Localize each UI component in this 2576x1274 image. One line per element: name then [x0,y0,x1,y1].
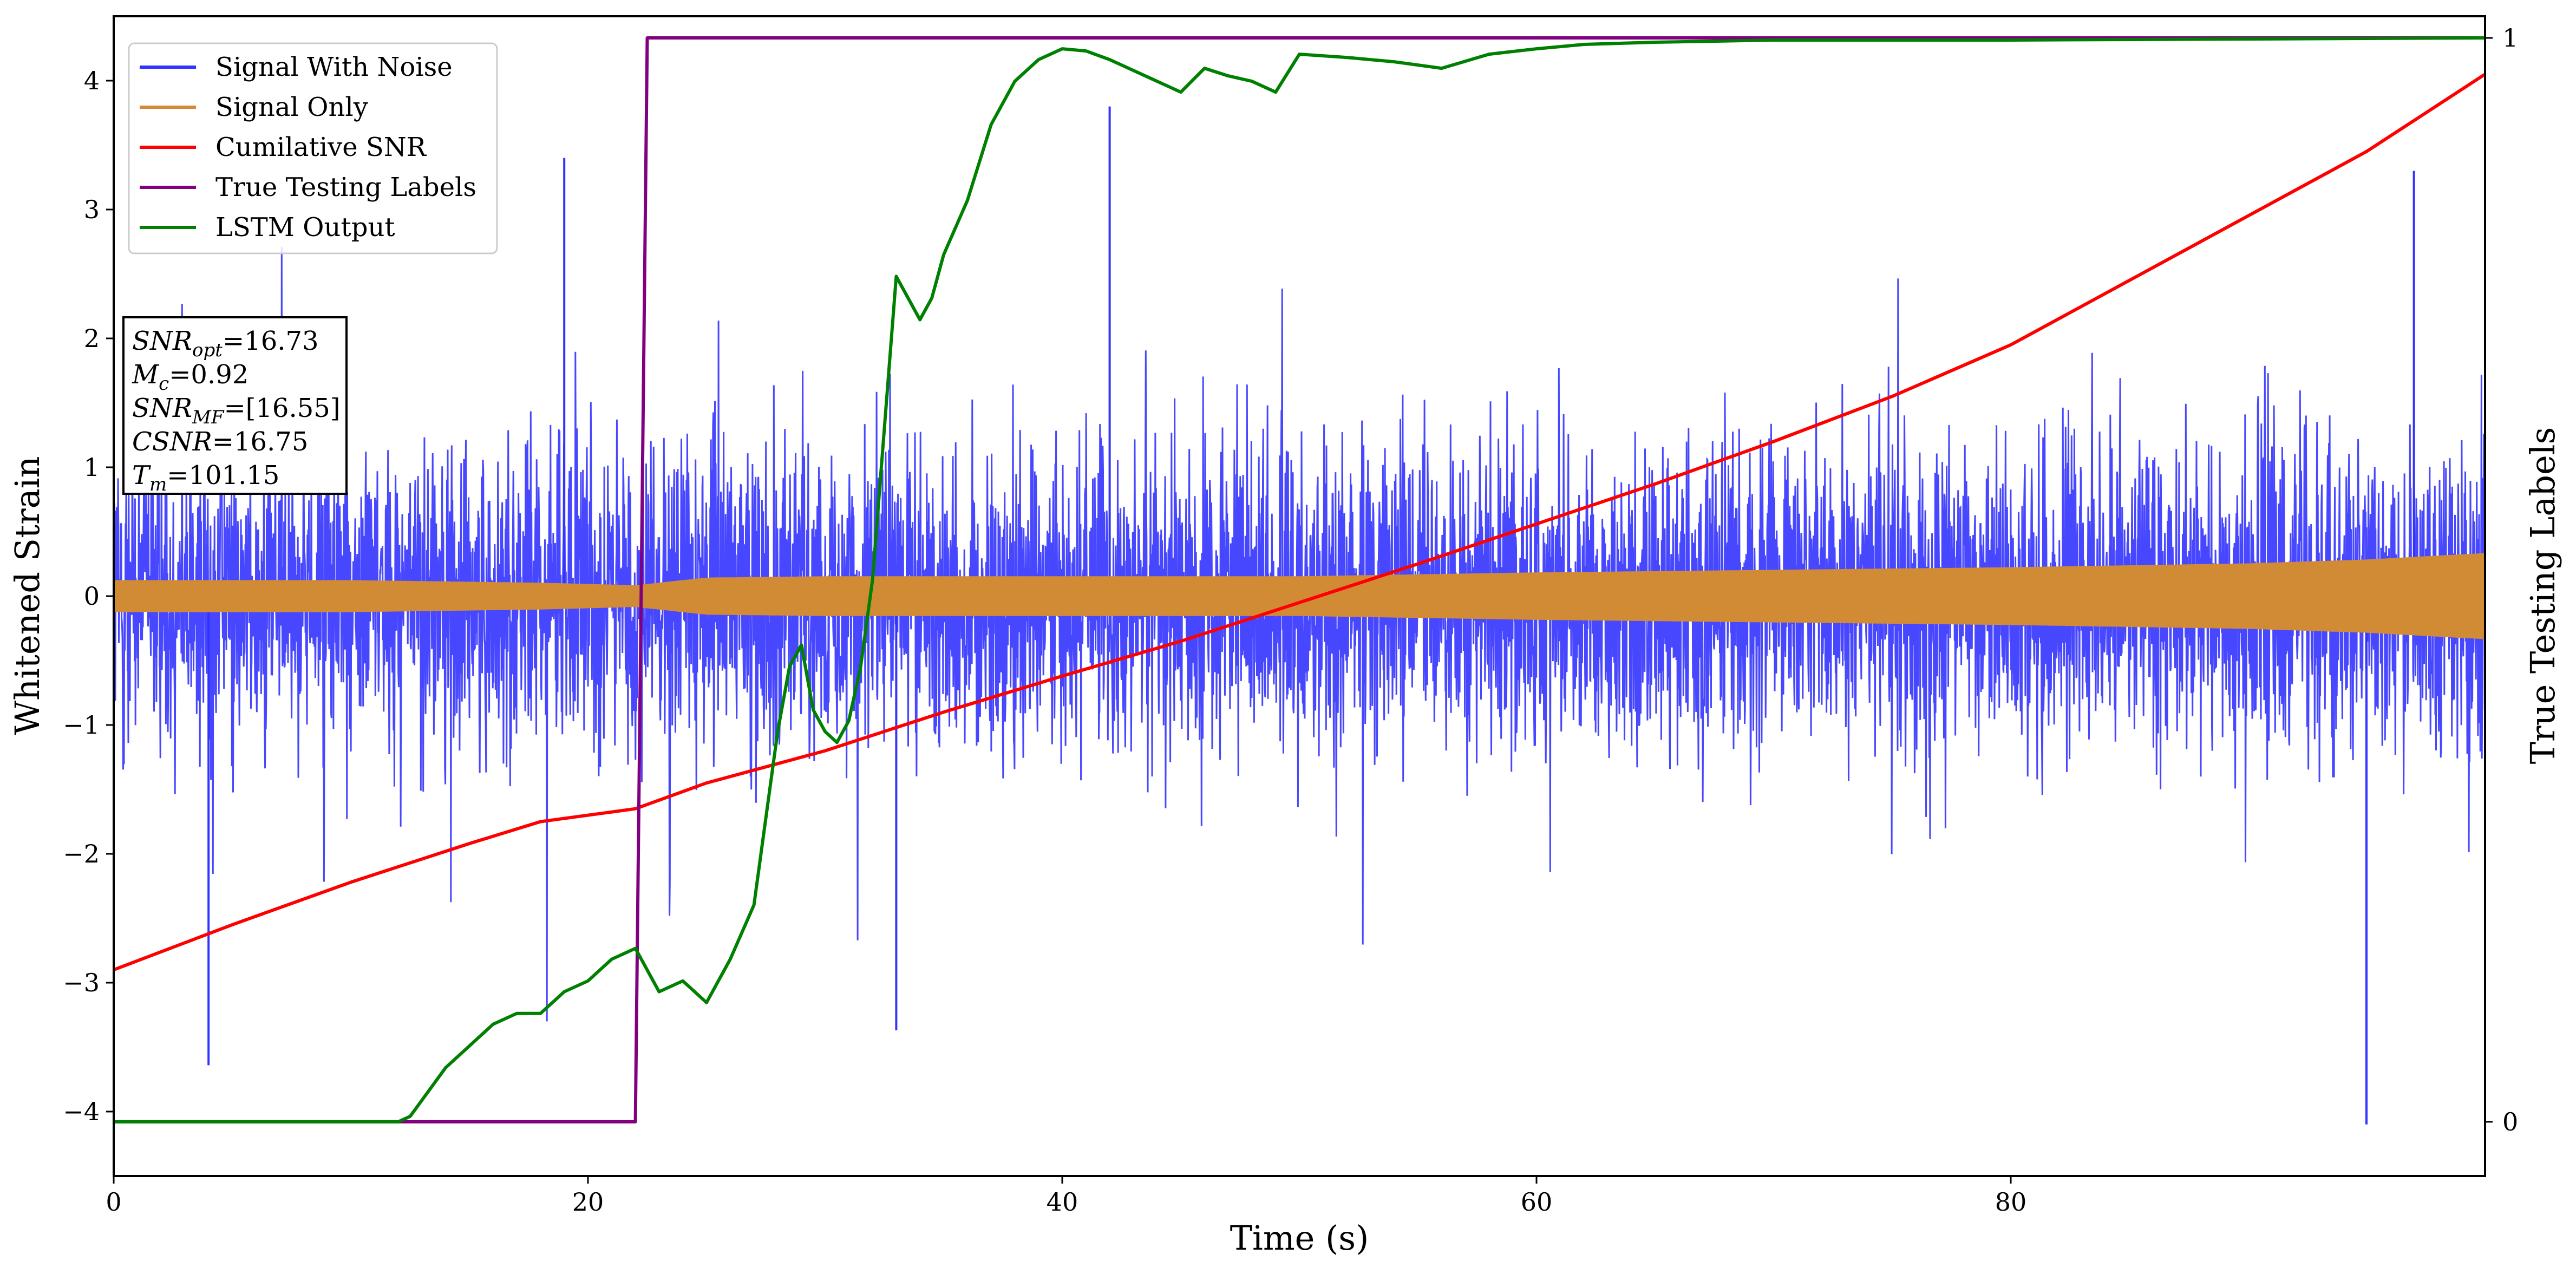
cumilative-snr-line [114,73,2485,972]
y2-tick-label: 1 [2502,23,2518,53]
x-tick-label: 80 [1995,1187,2027,1217]
annotation-box: SNRopt=16.73Mc=0.92SNRMF=[16.55]CSNR=16.… [122,316,348,495]
signal-only-band [114,553,2485,639]
y-axis-right: 01 [2485,23,2518,1136]
annotation-line: SNRopt=16.73 [132,326,319,361]
legend-label: Signal Only [215,92,368,122]
line-series-layer [114,36,2485,1123]
x-tick-label: 0 [106,1187,121,1217]
annotation-line: Mc=0.92 [132,360,249,395]
annotation-frame [122,316,348,495]
y-tick-label: −2 [63,839,100,868]
legend-frame [128,42,498,254]
x-tick-label: 40 [1047,1187,1078,1217]
y-axis-left: −4 −3 −2 −1 0 1 2 3 4 [63,66,114,1126]
signal-with-noise-layer [114,106,2485,1125]
y-tick-label: −1 [63,710,100,740]
x-axis: 0 20 40 60 80 [106,1176,2026,1217]
legend: Signal With Noise Signal Only Cumilative S… [128,42,498,254]
y-axis-title: Whitened Strain [8,456,47,735]
signal-with-noise-line [114,246,2485,1022]
y-tick-label: 4 [84,66,100,95]
y2-axis-title: True Testing Labels [2523,427,2562,765]
annotation-line: CSNR=16.75 [132,427,308,457]
signal-only-layer [114,553,2485,639]
x-tick-label: 60 [1521,1187,1553,1217]
x-axis-title: Time (s) [1230,1218,1369,1258]
y2-tick-label: 0 [2502,1107,2518,1136]
legend-label: Cumilative SNR [215,132,427,162]
y-tick-label: −3 [63,968,100,997]
legend-label: True Testing Labels [215,172,476,202]
annotation-line: SNRMF=[16.55] [132,393,341,428]
x-tick-label: 20 [572,1187,604,1217]
y-tick-label: 2 [84,324,100,353]
annotation-line: Tm=101.15 [132,460,279,495]
y-tick-label: −4 [63,1097,100,1126]
y-tick-label: 1 [84,453,100,482]
y-tick-label: 0 [84,582,100,611]
y-tick-label: 3 [84,195,100,224]
legend-label: LSTM Output [215,212,395,243]
lstm-output-line [114,36,2485,1123]
legend-label: Signal With Noise [215,52,453,82]
